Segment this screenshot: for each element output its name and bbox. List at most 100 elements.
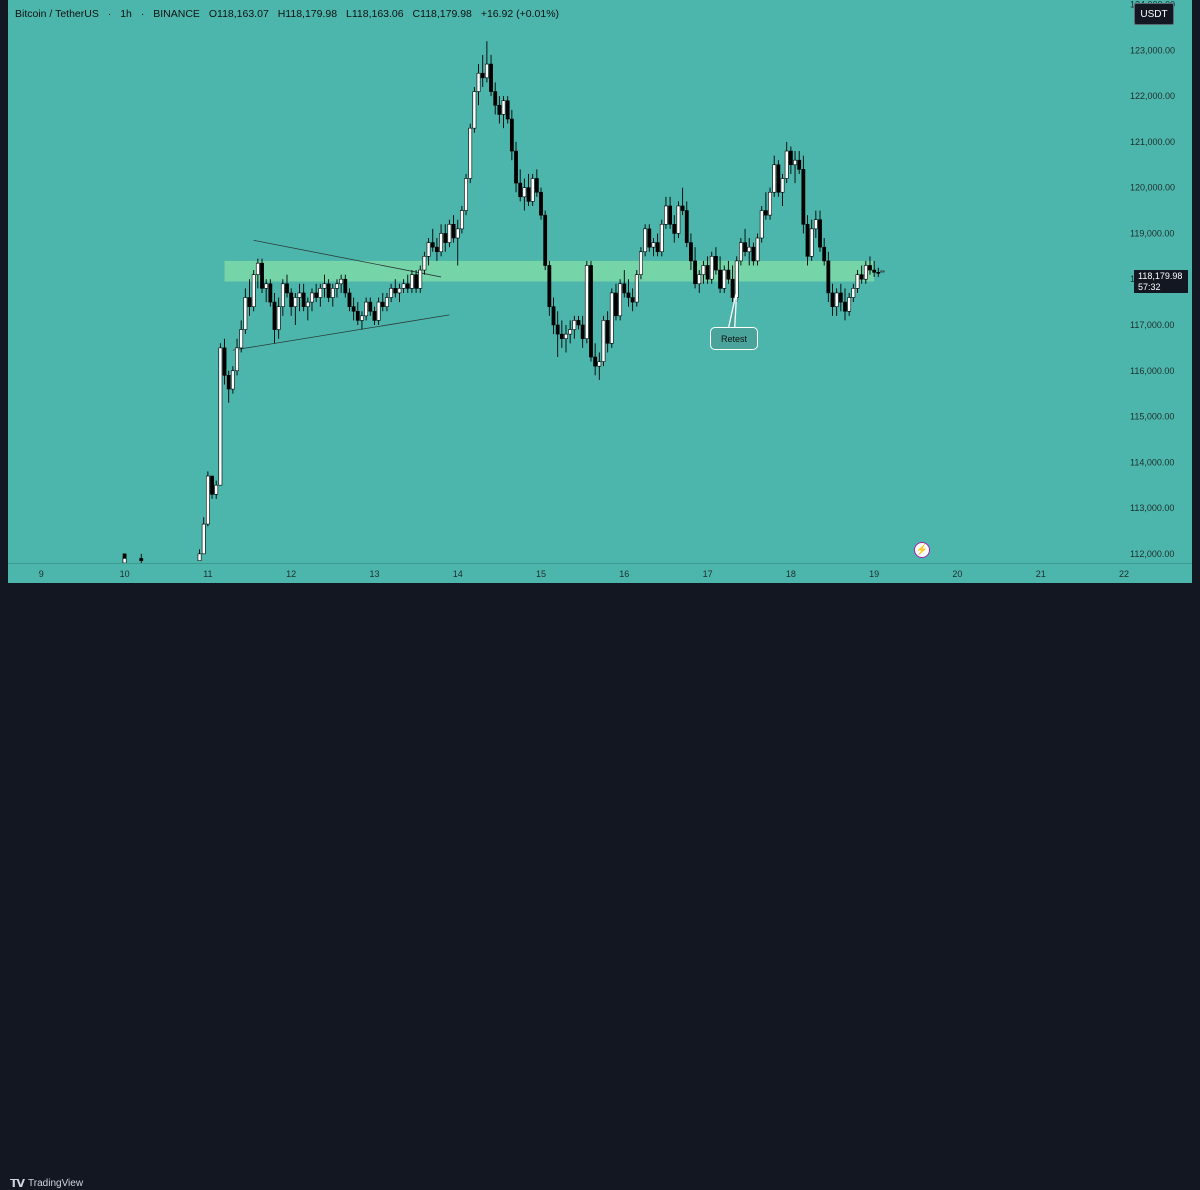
candle bbox=[676, 201, 681, 239]
candle bbox=[659, 219, 664, 257]
candle-body bbox=[393, 288, 398, 294]
candle bbox=[264, 279, 269, 303]
candle bbox=[801, 155, 806, 234]
candle bbox=[493, 82, 498, 115]
candle bbox=[618, 279, 623, 321]
chart-plot-area[interactable]: Bitcoin / TetherUS · 1h · BINANCE O118,1… bbox=[8, 0, 1124, 563]
candle bbox=[260, 258, 264, 293]
currency-button[interactable]: USDT bbox=[1134, 3, 1174, 25]
candle bbox=[501, 96, 506, 129]
candle bbox=[863, 260, 868, 284]
candle bbox=[468, 123, 473, 184]
candle-body bbox=[659, 223, 664, 253]
candle bbox=[701, 260, 706, 284]
candle bbox=[826, 251, 831, 303]
tradingview-logo[interactable]: 𝗧𝗩 TradingView bbox=[10, 1177, 83, 1190]
candle bbox=[426, 238, 431, 266]
candle bbox=[122, 553, 127, 563]
candle bbox=[547, 260, 552, 316]
candle bbox=[722, 265, 727, 293]
candle-body bbox=[530, 178, 535, 202]
candle-body bbox=[385, 297, 389, 307]
candle-body bbox=[285, 283, 289, 294]
candle bbox=[280, 279, 285, 316]
candle bbox=[310, 288, 314, 312]
candle bbox=[872, 260, 877, 277]
retest-annotation[interactable]: Retest bbox=[710, 327, 758, 350]
candle-body bbox=[838, 292, 843, 303]
candle-body bbox=[872, 269, 877, 273]
candle bbox=[410, 270, 414, 293]
interval-label[interactable]: 1h bbox=[120, 8, 132, 20]
candle bbox=[364, 297, 369, 321]
candle-body bbox=[568, 329, 573, 335]
time-tick-label: 13 bbox=[369, 569, 379, 579]
candle bbox=[776, 160, 781, 197]
candle bbox=[393, 279, 398, 298]
time-axis[interactable]: 9 10 11 12 13 14 15 16 17 18 19 20 21 22 bbox=[8, 563, 1192, 584]
candle-body bbox=[230, 370, 235, 390]
candle bbox=[447, 219, 452, 248]
candle-body bbox=[305, 301, 310, 307]
candle-body bbox=[580, 324, 585, 340]
symbol-name[interactable]: Bitcoin / TetherUS bbox=[15, 8, 99, 20]
candle-body bbox=[668, 205, 673, 225]
candle-body bbox=[251, 274, 256, 307]
candle bbox=[293, 292, 298, 325]
candle-body bbox=[551, 306, 556, 326]
candle-body bbox=[697, 274, 702, 285]
candle bbox=[401, 279, 406, 293]
candle bbox=[718, 256, 722, 293]
candle-body bbox=[672, 223, 677, 234]
time-tick-label: 16 bbox=[619, 569, 629, 579]
candle bbox=[830, 283, 835, 316]
candle-body bbox=[347, 292, 352, 307]
candle-body bbox=[401, 283, 406, 289]
time-tick-label: 22 bbox=[1119, 569, 1129, 579]
candle-body bbox=[226, 375, 231, 390]
candle-body bbox=[235, 347, 239, 372]
candle bbox=[439, 224, 443, 257]
price-tick-label: 116,000.00 bbox=[1130, 366, 1174, 376]
candle-body bbox=[268, 283, 273, 303]
candle bbox=[609, 288, 614, 348]
candle-body bbox=[751, 246, 756, 262]
candle-body bbox=[355, 310, 360, 321]
candle bbox=[214, 480, 219, 499]
candle-body bbox=[701, 265, 706, 275]
candle bbox=[455, 219, 460, 266]
candle bbox=[684, 201, 689, 248]
candle-body bbox=[651, 242, 656, 248]
candle bbox=[672, 215, 677, 243]
time-axis-ticks: 9 10 11 12 13 14 15 16 17 18 19 20 21 22 bbox=[39, 569, 1129, 579]
candle-body bbox=[714, 256, 718, 271]
candle bbox=[843, 288, 847, 321]
candle bbox=[289, 288, 294, 316]
candle-body bbox=[584, 265, 589, 340]
candle-body bbox=[676, 205, 681, 234]
candle-body bbox=[801, 169, 806, 225]
price-tick-label: 113,000.00 bbox=[1130, 503, 1174, 513]
candle-body bbox=[634, 274, 639, 303]
price-chart[interactable] bbox=[8, 0, 1124, 563]
time-tick-label: 11 bbox=[203, 569, 212, 579]
candle bbox=[768, 187, 772, 220]
candle bbox=[522, 178, 527, 211]
candle-body bbox=[730, 278, 735, 298]
candle-body bbox=[472, 91, 477, 129]
bar-countdown: 57:32 bbox=[1138, 282, 1161, 292]
candle bbox=[505, 96, 510, 124]
candle-body bbox=[435, 246, 439, 253]
lightning-icon[interactable]: ⚡ bbox=[914, 542, 930, 558]
candle-body bbox=[430, 242, 435, 248]
candle-body bbox=[726, 269, 731, 280]
candle-body bbox=[738, 242, 743, 262]
candle bbox=[539, 187, 543, 220]
candle-body bbox=[343, 278, 348, 294]
candle-body bbox=[447, 223, 452, 243]
candle bbox=[339, 274, 344, 293]
candle bbox=[205, 471, 210, 527]
time-tick-label: 20 bbox=[952, 569, 962, 579]
candle-body bbox=[639, 251, 643, 275]
candle bbox=[714, 247, 718, 275]
